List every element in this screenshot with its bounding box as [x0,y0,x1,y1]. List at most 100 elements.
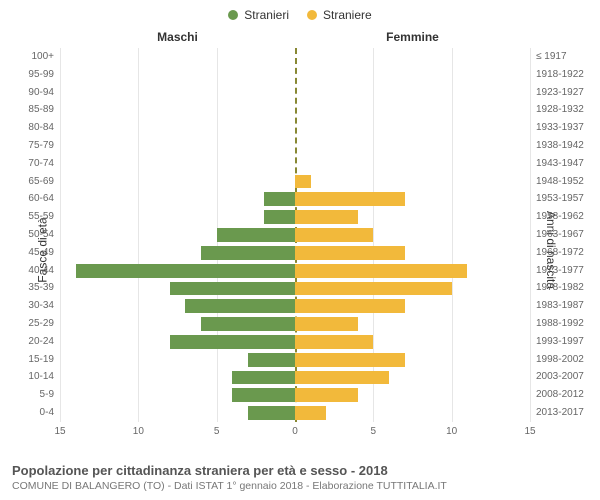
birth-year-label: 1998-2002 [530,354,584,365]
age-row: 85-891928-1932 [60,101,530,119]
x-tick-label: 15 [524,426,535,437]
birth-year-label: 1958-1962 [530,211,584,222]
birth-year-label: 1978-1982 [530,282,584,293]
x-tick-label: 10 [133,426,144,437]
age-row: 90-941923-1927 [60,84,530,102]
x-tick-label: 0 [292,426,298,437]
age-label: 85-89 [28,104,60,115]
age-label: 20-24 [28,336,60,347]
birth-year-label: ≤ 1917 [530,51,567,62]
caption-title: Popolazione per cittadinanza straniera p… [12,463,588,478]
age-row: 15-191998-2002 [60,351,530,369]
age-row: 10-142003-2007 [60,369,530,387]
age-row: 45-491968-1972 [60,244,530,262]
bar-male [185,299,295,313]
bar-female [295,228,373,242]
age-row: 50-541963-1967 [60,226,530,244]
age-row: 70-741943-1947 [60,155,530,173]
age-row: 25-291988-1992 [60,315,530,333]
birth-year-label: 1953-1957 [530,193,584,204]
birth-year-label: 1943-1947 [530,158,584,169]
header-female: Femmine [313,30,513,44]
age-label: 55-59 [28,211,60,222]
age-label: 0-4 [40,407,60,418]
bar-female [295,335,373,349]
age-row: 75-791938-1942 [60,137,530,155]
legend-label-male: Stranieri [244,8,289,22]
age-label: 80-84 [28,122,60,133]
age-label: 75-79 [28,140,60,151]
legend-item-male: Stranieri [228,8,289,22]
birth-year-label: 1968-1972 [530,247,584,258]
bar-male [76,264,295,278]
x-axis: 15105051015 [60,422,530,440]
age-row: 5-92008-2012 [60,386,530,404]
bar-male [248,406,295,420]
bar-female [295,210,358,224]
population-pyramid-chart: Stranieri Straniere Maschi Femmine Fasce… [0,0,600,500]
bar-female [295,406,326,420]
bar-male [170,282,295,296]
age-label: 65-69 [28,176,60,187]
bar-male [170,335,295,349]
bar-male [201,246,295,260]
age-label: 70-74 [28,158,60,169]
birth-year-label: 1993-1997 [530,336,584,347]
bar-male [232,371,295,385]
age-label: 10-14 [28,371,60,382]
birth-year-label: 1923-1927 [530,87,584,98]
age-label: 90-94 [28,87,60,98]
legend-label-female: Straniere [323,8,372,22]
plot-area: 15105051015 100+≤ 191795-991918-192290-9… [60,48,530,422]
age-row: 80-841933-1937 [60,119,530,137]
age-row: 30-341983-1987 [60,297,530,315]
age-label: 40-44 [28,265,60,276]
bar-male [264,210,295,224]
bar-male [264,192,295,206]
birth-year-label: 1988-1992 [530,318,584,329]
birth-year-label: 1933-1937 [530,122,584,133]
bar-female [295,175,311,189]
bar-female [295,317,358,331]
age-row: 40-441973-1977 [60,262,530,280]
bar-female [295,299,405,313]
birth-year-label: 1918-1922 [530,69,584,80]
bar-male [232,388,295,402]
birth-year-label: 1963-1967 [530,229,584,240]
age-row: 55-591958-1962 [60,208,530,226]
bar-female [295,192,405,206]
age-label: 50-54 [28,229,60,240]
age-label: 95-99 [28,69,60,80]
x-tick-label: 5 [371,426,377,437]
birth-year-label: 2008-2012 [530,389,584,400]
legend-swatch-female [307,10,317,20]
age-label: 25-29 [28,318,60,329]
age-row: 100+≤ 1917 [60,48,530,66]
age-label: 60-64 [28,193,60,204]
bar-male [201,317,295,331]
birth-year-label: 1983-1987 [530,300,584,311]
age-row: 0-42013-2017 [60,404,530,422]
birth-year-label: 1928-1932 [530,104,584,115]
bar-female [295,388,358,402]
birth-year-label: 1948-1952 [530,176,584,187]
age-label: 100+ [31,51,60,62]
bar-male [248,353,295,367]
age-label: 35-39 [28,282,60,293]
birth-year-label: 1973-1977 [530,265,584,276]
age-label: 30-34 [28,300,60,311]
x-tick-label: 10 [446,426,457,437]
caption: Popolazione per cittadinanza straniera p… [12,463,588,492]
bar-male [217,228,295,242]
birth-year-label: 1938-1942 [530,140,584,151]
age-row: 65-691948-1952 [60,173,530,191]
legend-swatch-male [228,10,238,20]
age-row: 20-241993-1997 [60,333,530,351]
caption-subtitle: COMUNE DI BALANGERO (TO) - Dati ISTAT 1°… [12,480,588,492]
age-row: 95-991918-1922 [60,66,530,84]
age-label: 15-19 [28,354,60,365]
x-tick-label: 5 [214,426,220,437]
age-row: 35-391978-1982 [60,280,530,298]
bar-female [295,282,452,296]
birth-year-label: 2003-2007 [530,371,584,382]
